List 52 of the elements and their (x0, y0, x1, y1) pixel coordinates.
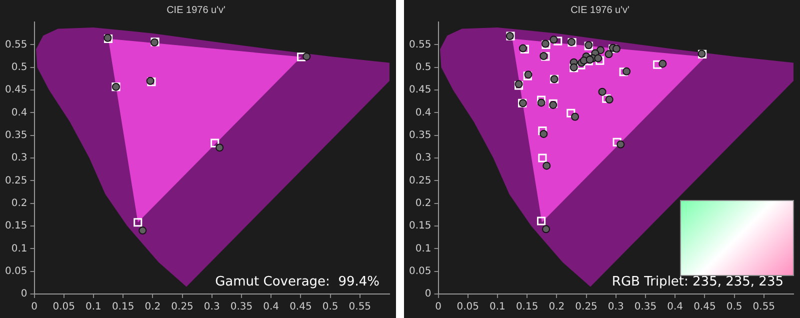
y-tick-label: 0.45 (5, 84, 28, 96)
x-tick-label: 0.35 (230, 302, 253, 313)
x-tick-label: 0.55 (752, 302, 776, 313)
y-tick-label: 0.05 (5, 266, 28, 277)
x-tick-label: 0.25 (575, 302, 598, 313)
x-tick-label: 0.4 (667, 302, 684, 313)
y-tick-label: 0.4 (415, 107, 432, 118)
y-tick-label: 0.25 (409, 175, 432, 186)
x-tick-label: 0 (435, 302, 442, 313)
y-tick-label: 0 (20, 288, 28, 300)
annotation: RGB Triplet: 235, 235, 235 (612, 274, 784, 290)
x-tick-label: 0.05 (456, 302, 479, 313)
x-tick-label: 0.55 (348, 302, 372, 313)
x-tick-label: 0.3 (204, 302, 220, 313)
y-tick-label: 0.3 (11, 152, 28, 164)
x-tick-label: 0.2 (548, 302, 565, 313)
y-tick-label: 0.05 (409, 266, 432, 277)
y-tick-label: 0.55 (409, 39, 432, 50)
x-tick-label: 0.05 (52, 302, 75, 313)
y-tick-label: 0.3 (415, 152, 432, 164)
x-tick-label: 0.5 (726, 302, 742, 313)
x-tick-label: 0.1 (490, 302, 506, 313)
y-tick-label: 0.15 (409, 220, 432, 232)
y-tick-label: 0.25 (5, 175, 28, 186)
y-tick-label: 0.2 (415, 198, 432, 209)
chart-title: CIE 1976 u'v' (570, 4, 630, 16)
y-tick-label: 0.35 (409, 130, 432, 141)
x-tick-label: 0.5 (322, 302, 338, 313)
x-tick-label: 0.2 (144, 302, 161, 313)
y-tick-label: 0.4 (11, 107, 28, 118)
x-tick-label: 0.4 (263, 302, 280, 313)
x-tick-label: 0.35 (634, 302, 657, 313)
annotation: Gamut Coverage: 99.4% (215, 274, 380, 290)
y-tick-label: 0.5 (11, 62, 28, 73)
x-tick-label: 0.45 (694, 302, 716, 313)
y-tick-label: 0.45 (409, 84, 432, 96)
y-tick-label: 0.5 (415, 62, 432, 73)
x-tick-label: 0.45 (290, 302, 312, 313)
y-tick-label: 0.1 (11, 243, 28, 254)
y-tick-label: 0.15 (5, 220, 28, 232)
x-tick-label: 0.25 (171, 302, 194, 313)
y-tick-label: 0 (424, 288, 432, 300)
y-tick-label: 0.1 (415, 243, 432, 254)
x-tick-label: 0.15 (112, 302, 134, 313)
y-tick-label: 0.55 (5, 39, 28, 50)
x-tick-label: 0 (31, 302, 38, 313)
x-tick-label: 0.3 (608, 302, 624, 313)
x-tick-label: 0.1 (86, 302, 102, 313)
y-tick-label: 0.2 (11, 198, 28, 209)
y-tick-label: 0.35 (5, 130, 28, 141)
x-tick-label: 0.15 (516, 302, 538, 313)
chart-title: CIE 1976 u'v' (166, 4, 226, 16)
